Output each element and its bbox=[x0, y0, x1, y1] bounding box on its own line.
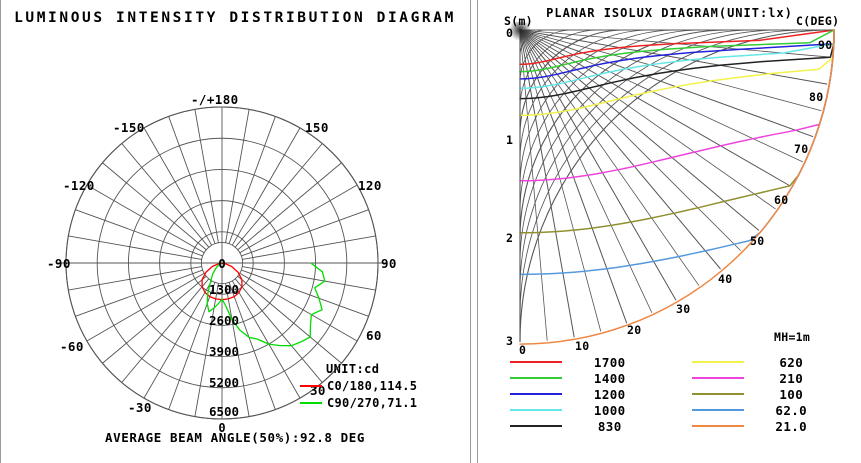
isolux-legend-value: 21.0 bbox=[775, 418, 808, 434]
angle-label-neg30: -30 bbox=[128, 400, 152, 415]
isolux-legend-row: 62.0 bbox=[680, 402, 861, 418]
legend-swatch-c90-icon bbox=[300, 402, 322, 404]
angle-label-neg60: -60 bbox=[60, 339, 84, 354]
isolux-legend-swatch-210-icon bbox=[691, 377, 744, 379]
isolux-legend: 1700 1400 1200 1000 830 620 210 100 62.0 21.0 bbox=[498, 354, 861, 434]
isolux-legend-value: 1000 bbox=[593, 402, 626, 418]
isolux-deg-70: 70 bbox=[794, 142, 809, 156]
isolux-deg-40: 40 bbox=[718, 272, 733, 286]
isolux-deg-60: 60 bbox=[774, 193, 789, 207]
isolux-legend-row: 1200 bbox=[498, 386, 680, 402]
luminous-intensity-panel: LUMINOUS INTENSITY DISTRIBUTION DIAGRAM … bbox=[0, 10, 470, 445]
isolux-deg-80: 80 bbox=[809, 90, 824, 104]
angle-label-90: 90 bbox=[381, 256, 397, 271]
lid-legend-item-c0: C0/180,114.5 bbox=[300, 379, 417, 393]
isolux-legend-value: 620 bbox=[779, 354, 804, 370]
isolux-legend-value: 1400 bbox=[593, 370, 626, 386]
lid-legend-label-c90: C90/270,71.1 bbox=[327, 396, 418, 410]
isolux-legend-row: 1400 bbox=[498, 370, 680, 386]
isolux-legend-row: 1700 bbox=[498, 354, 680, 370]
angle-label-150: 150 bbox=[305, 120, 329, 135]
isolux-legend-row: 1000 bbox=[498, 402, 680, 418]
angle-label-120: 120 bbox=[358, 178, 382, 193]
ring-label-2600: 2600 bbox=[208, 313, 240, 328]
polar-center-label: 0 bbox=[218, 256, 226, 271]
isolux-legend-value: 1700 bbox=[593, 354, 626, 370]
isolux-y-axis-label: S(m) bbox=[504, 14, 533, 28]
page-title: LUMINOUS INTENSITY DISTRIBUTION DIAGRAM bbox=[14, 10, 456, 26]
panel-divider-b bbox=[477, 0, 478, 463]
isolux-deg-90: 90 bbox=[818, 38, 833, 52]
isolux-legend-row: 620 bbox=[680, 354, 861, 370]
isolux-legend-swatch-1700-icon bbox=[510, 361, 562, 363]
angle-label-neg120: -120 bbox=[63, 178, 95, 193]
ring-label-6500: 6500 bbox=[208, 404, 240, 419]
polar-plot bbox=[0, 52, 470, 432]
isolux-legend-swatch-1400-icon bbox=[510, 377, 562, 379]
polar-bottom-label: 0 bbox=[218, 421, 226, 435]
legend-swatch-c0-icon bbox=[300, 385, 322, 387]
isolux-legend-swatch-830-icon bbox=[510, 425, 562, 427]
isolux-deg-0: 0 bbox=[519, 343, 527, 357]
lid-legend-label-c0: C0/180,114.5 bbox=[327, 379, 418, 393]
ring-label-5200: 5200 bbox=[208, 375, 240, 390]
isolux-legend-swatch-100-icon bbox=[691, 393, 744, 395]
lid-legend-unit: UNIT:cd bbox=[326, 362, 380, 376]
isolux-legend-row: 830 bbox=[498, 418, 680, 434]
lid-legend-item-c90: C90/270,71.1 bbox=[300, 396, 417, 410]
isolux-deg-20: 20 bbox=[627, 323, 642, 337]
polar-plot-svg bbox=[58, 106, 386, 420]
isolux-ytick-0: 0 bbox=[506, 26, 514, 40]
angle-label-neg90: -90 bbox=[47, 256, 71, 271]
isolux-legend-column-1: 1700 1400 1200 1000 830 bbox=[498, 354, 680, 434]
isolux-legend-swatch-1000-icon bbox=[510, 409, 562, 411]
isolux-legend-swatch-21.0-icon bbox=[691, 425, 744, 427]
isolux-deg-50: 50 bbox=[750, 234, 765, 248]
isolux-deg-30: 30 bbox=[676, 302, 691, 316]
mounting-height-label: MH=1m bbox=[774, 330, 811, 344]
isolux-legend-value: 830 bbox=[597, 418, 622, 434]
isolux-ytick-1: 1 bbox=[506, 133, 514, 147]
planar-isolux-panel: PLANAR ISOLUX DIAGRAM(UNIT:lx) S(m) C(DE… bbox=[478, 0, 861, 463]
isolux-legend-value: 100 bbox=[779, 386, 804, 402]
isolux-legend-value: 62.0 bbox=[775, 402, 808, 418]
isolux-legend-column-2: 620 210 100 62.0 21.0 bbox=[680, 354, 861, 434]
isolux-legend-row: 21.0 bbox=[680, 418, 861, 434]
angle-label-60: 60 bbox=[366, 328, 382, 343]
isolux-legend-swatch-620-icon bbox=[691, 361, 744, 363]
ring-label-3900: 3900 bbox=[208, 344, 240, 359]
isolux-x-axis-label: C(DEG) bbox=[796, 14, 840, 28]
isolux-title: PLANAR ISOLUX DIAGRAM(UNIT:lx) bbox=[546, 6, 793, 20]
isolux-legend-row: 210 bbox=[680, 370, 861, 386]
isolux-plot-svg bbox=[509, 22, 835, 345]
average-beam-angle-caption: AVERAGE BEAM ANGLE(50%):92.8 DEG bbox=[104, 430, 366, 445]
angle-label-180: -/+180 bbox=[191, 92, 239, 107]
isolux-legend-value: 210 bbox=[779, 370, 804, 386]
panel-divider-left bbox=[0, 0, 1, 463]
isolux-plot bbox=[478, 22, 861, 352]
isolux-legend-swatch-1200-icon bbox=[510, 393, 562, 395]
isolux-deg-10: 10 bbox=[575, 339, 590, 353]
isolux-legend-swatch-62.0-icon bbox=[691, 409, 744, 411]
isolux-ytick-2: 2 bbox=[506, 231, 514, 245]
panel-divider-a bbox=[470, 0, 471, 463]
angle-label-neg150: -150 bbox=[113, 120, 145, 135]
isolux-ytick-3: 3 bbox=[506, 334, 514, 348]
ring-label-1300: 1300 bbox=[208, 282, 240, 297]
isolux-legend-value: 1200 bbox=[593, 386, 626, 402]
lid-legend: UNIT:cd C0/180,114.5 C90/270,71.1 bbox=[300, 362, 417, 413]
isolux-legend-row: 100 bbox=[680, 386, 861, 402]
